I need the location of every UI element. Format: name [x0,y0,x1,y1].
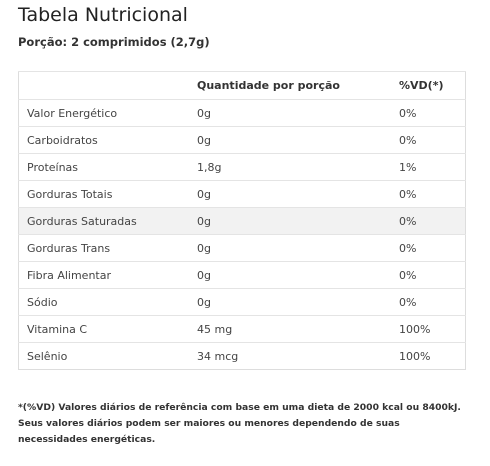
table-cell: 0% [391,126,466,154]
table-cell: Proteínas [18,153,189,181]
table-row: Valor Energético 0g 0% [18,99,466,127]
table-row: Vitamina C 45 mg 100% [18,315,466,343]
table-cell: Gorduras Saturadas [18,207,189,235]
table-row: Sódio 0g 0% [18,288,466,316]
table-cell: 0g [189,261,391,289]
column-header [18,71,189,100]
table-row: Gorduras Totais 0g 0% [18,180,466,208]
table-cell: Fibra Alimentar [18,261,189,289]
table-cell: 0% [391,180,466,208]
table-cell: 1,8g [189,153,391,181]
table-row: Selênio 34 mcg 100% [18,342,466,370]
table-cell: 0% [391,288,466,316]
table-row: Fibra Alimentar 0g 0% [18,261,466,289]
column-header: Quantidade por porção [189,71,391,100]
table-row: Carboidratos 0g 0% [18,126,466,154]
table-row: Proteínas 1,8g 1% [18,153,466,181]
table-cell: 0% [391,261,466,289]
table-cell: Gorduras Totais [18,180,189,208]
header-row: Quantidade por porção %VD(*) [18,71,466,100]
table-cell: 0% [391,234,466,262]
table-cell: 0g [189,126,391,154]
column-header: %VD(*) [391,71,466,100]
table-cell: Carboidratos [18,126,189,154]
table-cell: Vitamina C [18,315,189,343]
table-cell: 0g [189,99,391,127]
table-cell: 0g [189,207,391,235]
table-cell: Sódio [18,288,189,316]
table-row: Gorduras Trans 0g 0% [18,234,466,262]
table-cell: 45 mg [189,315,391,343]
subtitle: Porção: 2 comprimidos (2,7g) [18,35,210,49]
table-cell: 100% [391,315,466,343]
nutrition-table: Quantidade por porção %VD(*) Valor Energét… [18,71,466,370]
title: Tabela Nutricional [18,4,188,26]
table-cell: Selênio [18,342,189,370]
table-cell: Valor Energético [18,99,189,127]
footnote: *(%VD) Valores diários de referência com… [18,402,461,445]
table-row: Gorduras Saturadas 0g 0% [18,207,466,235]
table-cell: 34 mcg [189,342,391,370]
table-cell: 1% [391,153,466,181]
table-cell: 0g [189,180,391,208]
table-cell: 0% [391,99,466,127]
table-cell: 0g [189,234,391,262]
table-cell: Gorduras Trans [18,234,189,262]
table-cell: 0% [391,207,466,235]
table-cell: 100% [391,342,466,370]
table-cell: 0g [189,288,391,316]
